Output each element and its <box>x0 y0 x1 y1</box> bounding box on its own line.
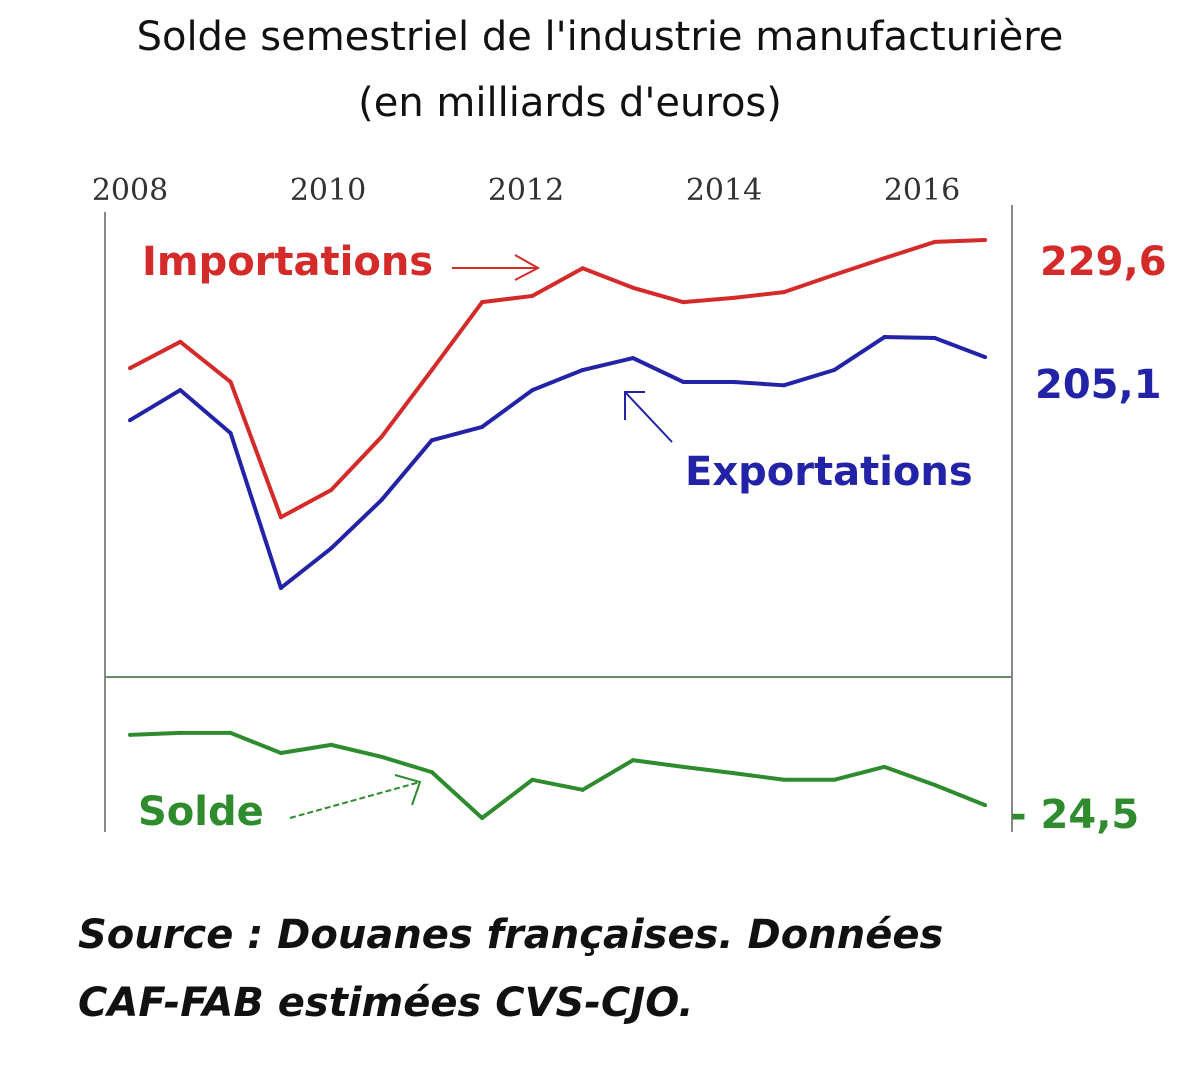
importations-arrow <box>452 254 541 281</box>
data-point-exportations <box>580 368 585 373</box>
data-point-importations <box>731 295 736 300</box>
data-point-solde <box>128 732 132 737</box>
source-line-2: CAF-FAB estimées CVS-CJO. <box>78 980 694 1026</box>
data-point-exportations <box>480 424 485 429</box>
data-point-solde <box>781 777 786 782</box>
data-point-importations <box>128 366 132 371</box>
data-point-solde <box>983 803 988 808</box>
solde-arrow <box>289 774 422 819</box>
end-label-exportations: 205,1 <box>1035 362 1162 408</box>
series-line-importations <box>129 238 986 520</box>
chart-subtitle: (en milliards d'euros) <box>358 80 782 126</box>
end-label-solde: - 24,5 <box>1010 792 1139 838</box>
exportations-arrow <box>624 391 673 443</box>
data-point-exportations <box>882 335 887 340</box>
data-point-solde <box>580 787 585 792</box>
data-point-importations <box>631 285 635 290</box>
data-point-exportations <box>631 356 635 361</box>
data-point-importations <box>480 300 485 305</box>
data-point-exportations <box>731 379 736 384</box>
data-point-solde <box>329 742 334 747</box>
data-point-exportations <box>932 335 937 340</box>
data-point-importations <box>983 238 988 242</box>
data-point-importations <box>932 239 937 244</box>
series-line-solde <box>129 730 986 821</box>
data-point-exportations <box>278 585 283 590</box>
series-label-exportations: Exportations <box>685 449 973 495</box>
data-point-exportations <box>429 438 434 443</box>
x-tick-label: 2014 <box>686 173 762 208</box>
data-point-solde <box>480 816 485 821</box>
data-point-importations <box>681 300 686 305</box>
data-point-importations <box>832 272 837 277</box>
data-point-solde <box>932 783 937 788</box>
data-point-importations <box>429 368 434 373</box>
data-point-exportations <box>681 379 686 384</box>
series-label-importations: Importations <box>142 239 433 285</box>
data-point-exportations <box>128 418 132 423</box>
data-point-solde <box>379 754 384 759</box>
data-point-importations <box>278 515 283 520</box>
data-point-importations <box>178 339 183 344</box>
data-point-solde <box>178 730 183 735</box>
x-tick-label: 2012 <box>488 173 564 208</box>
data-point-exportations <box>329 546 334 551</box>
data-point-importations <box>228 379 233 384</box>
data-point-exportations <box>530 388 535 393</box>
data-point-solde <box>832 777 837 782</box>
data-point-importations <box>580 266 585 271</box>
data-point-exportations <box>178 388 183 393</box>
series-line-exportations <box>128 335 986 590</box>
data-point-solde <box>278 751 283 756</box>
data-point-exportations <box>781 383 786 388</box>
x-tick-label: 2016 <box>884 173 960 208</box>
data-point-solde <box>731 771 736 776</box>
data-point-solde <box>228 730 233 735</box>
data-point-importations <box>530 293 535 298</box>
data-point-solde <box>429 770 434 775</box>
chart-title: Solde semestriel de l'industrie manufact… <box>136 14 1064 60</box>
end-label-importations: 229,6 <box>1040 239 1167 285</box>
data-point-solde <box>681 764 686 769</box>
series-label-solde: Solde <box>138 789 264 835</box>
data-point-exportations <box>832 368 837 373</box>
x-tick-label: 2010 <box>290 173 366 208</box>
x-tick-label: 2008 <box>92 173 168 208</box>
data-point-importations <box>379 434 384 439</box>
data-point-solde <box>631 758 635 763</box>
data-point-exportations <box>379 498 384 503</box>
data-point-exportations <box>983 355 988 360</box>
source-line-1: Source : Douanes françaises. Données <box>78 912 944 958</box>
data-point-solde <box>530 777 535 782</box>
data-point-exportations <box>228 431 233 436</box>
data-point-solde <box>882 764 887 769</box>
data-point-importations <box>882 256 887 261</box>
data-point-importations <box>781 290 786 295</box>
data-point-importations <box>329 487 334 492</box>
